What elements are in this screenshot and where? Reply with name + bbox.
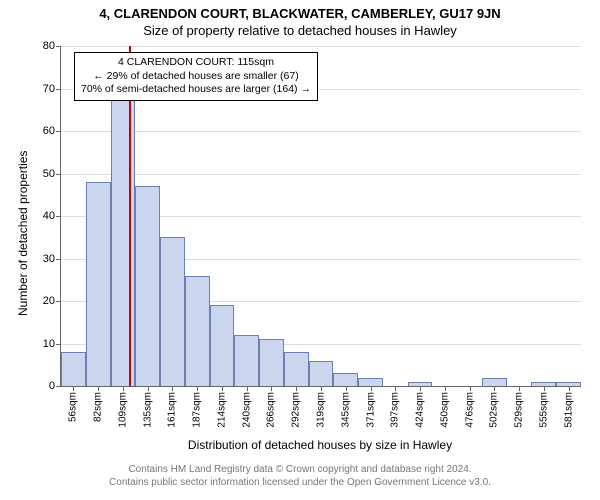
ytick-label: 10: [43, 338, 61, 350]
xtick-label: 56sqm: [68, 392, 79, 422]
xtick-mark: [73, 386, 74, 391]
histogram-bar: [358, 378, 383, 387]
xtick-mark: [346, 386, 347, 391]
annotation-line: 70% of semi-detached houses are larger (…: [81, 83, 311, 97]
xtick-mark: [321, 386, 322, 391]
xtick-label: 345sqm: [340, 392, 351, 428]
footer-line-1: Contains HM Land Registry data © Crown c…: [0, 464, 600, 477]
footer-line-2: Contains public sector information licen…: [0, 477, 600, 490]
xtick-mark: [197, 386, 198, 391]
gridline-h: [61, 174, 581, 175]
ytick-label: 70: [43, 83, 61, 95]
xtick-label: 450sqm: [439, 392, 450, 428]
xtick-label: 581sqm: [563, 392, 574, 428]
xtick-label: 424sqm: [415, 392, 426, 428]
xtick-mark: [123, 386, 124, 391]
xtick-mark: [544, 386, 545, 391]
histogram-bar: [210, 305, 235, 386]
xtick-label: 266sqm: [266, 392, 277, 428]
xtick-label: 502sqm: [489, 392, 500, 428]
xtick-mark: [98, 386, 99, 391]
ytick-label: 60: [43, 125, 61, 137]
xtick-label: 135sqm: [142, 392, 153, 428]
xtick-label: 214sqm: [216, 392, 227, 428]
xtick-mark: [172, 386, 173, 391]
ytick-label: 40: [43, 210, 61, 222]
xtick-mark: [420, 386, 421, 391]
xtick-mark: [395, 386, 396, 391]
xtick-label: 371sqm: [365, 392, 376, 428]
xtick-mark: [569, 386, 570, 391]
annotation-line: 4 CLARENDON COURT: 115sqm: [81, 56, 311, 70]
xtick-label: 397sqm: [390, 392, 401, 428]
histogram-bar: [284, 352, 309, 386]
xtick-label: 555sqm: [538, 392, 549, 428]
attribution-footer: Contains HM Land Registry data © Crown c…: [0, 464, 600, 489]
page-title: 4, CLARENDON COURT, BLACKWATER, CAMBERLE…: [0, 0, 600, 21]
histogram-bar: [309, 361, 334, 387]
ytick-label: 80: [43, 40, 61, 52]
y-axis-label: Number of detached properties: [16, 151, 30, 316]
ytick-label: 50: [43, 168, 61, 180]
xtick-mark: [222, 386, 223, 391]
xtick-mark: [470, 386, 471, 391]
xtick-mark: [519, 386, 520, 391]
xtick-mark: [445, 386, 446, 391]
histogram-bar: [86, 182, 111, 386]
histogram-bar: [61, 352, 86, 386]
annotation-line: ← 29% of detached houses are smaller (67…: [81, 70, 311, 84]
xtick-mark: [247, 386, 248, 391]
xtick-label: 292sqm: [291, 392, 302, 428]
xtick-label: 82sqm: [93, 392, 104, 422]
ytick-label: 30: [43, 253, 61, 265]
histogram-bar: [482, 378, 507, 387]
xtick-mark: [371, 386, 372, 391]
histogram-bar: [185, 276, 210, 387]
gridline-h: [61, 46, 581, 47]
xtick-label: 187sqm: [192, 392, 203, 428]
histogram-bar: [160, 237, 185, 386]
ytick-label: 20: [43, 295, 61, 307]
xtick-mark: [296, 386, 297, 391]
x-axis-label: Distribution of detached houses by size …: [60, 438, 580, 452]
histogram-bar: [259, 339, 284, 386]
xtick-label: 319sqm: [316, 392, 327, 428]
annotation-box: 4 CLARENDON COURT: 115sqm← 29% of detach…: [74, 52, 318, 101]
histogram-bar: [333, 373, 358, 386]
histogram-bar: [111, 89, 136, 387]
gridline-h: [61, 131, 581, 132]
xtick-label: 109sqm: [117, 392, 128, 428]
xtick-label: 476sqm: [464, 392, 475, 428]
xtick-mark: [148, 386, 149, 391]
histogram-bar: [234, 335, 259, 386]
xtick-mark: [271, 386, 272, 391]
xtick-label: 161sqm: [167, 392, 178, 428]
xtick-mark: [494, 386, 495, 391]
xtick-label: 529sqm: [514, 392, 525, 428]
xtick-label: 240sqm: [241, 392, 252, 428]
histogram-bar: [135, 186, 160, 386]
ytick-label: 0: [49, 380, 61, 392]
page-subtitle: Size of property relative to detached ho…: [0, 23, 600, 38]
